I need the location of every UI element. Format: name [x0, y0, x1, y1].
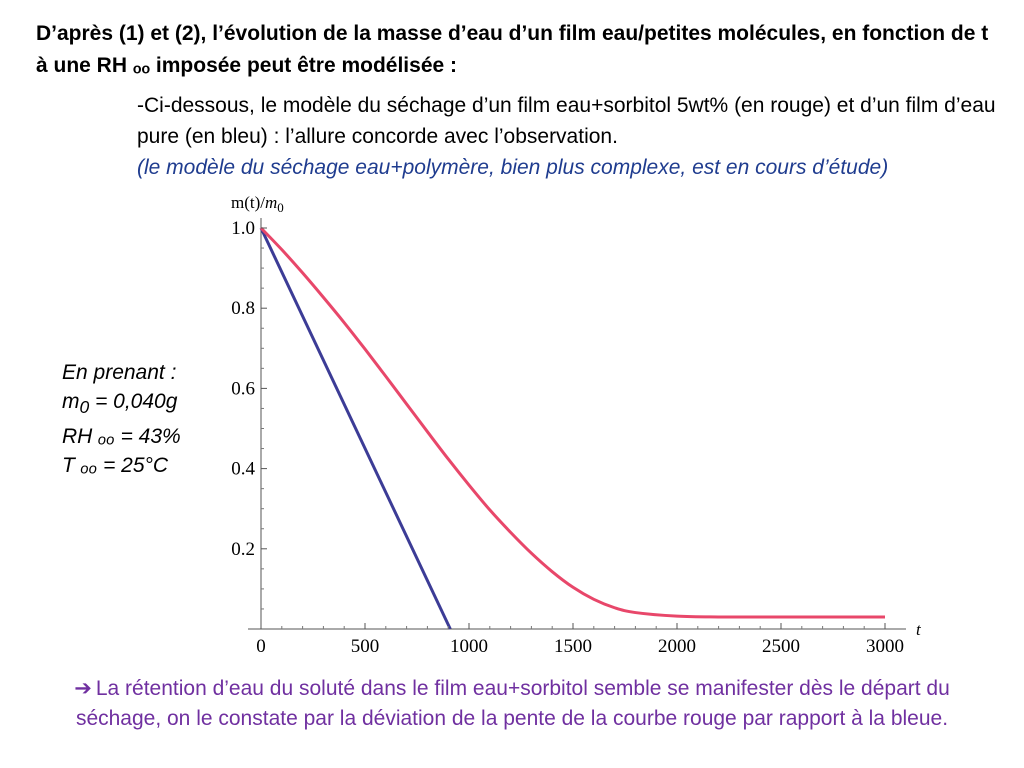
params-heading: En prenant :	[62, 361, 177, 384]
right-arrow-icon: ➔	[74, 677, 92, 700]
y-tick-label: 1.0	[231, 218, 255, 239]
param-t: T ₒₒ = 25°C	[62, 454, 169, 478]
series-line-0	[259, 227, 452, 630]
series-line-1	[259, 226, 885, 619]
param-rh: RH ₒₒ = 43%	[62, 425, 181, 449]
y-tick-label: 0.8	[231, 298, 255, 319]
y-axis-title: m(t)/m0	[231, 193, 284, 215]
x-tick-label: 1500	[554, 636, 592, 657]
param-m0: m0 = 0,040g	[62, 390, 178, 418]
y-tick-label: 0.2	[231, 539, 255, 560]
conclusion-text: ➔ La rétention d’eau du soluté dans le fi…	[40, 674, 984, 734]
chart-ticks: 0 500 1000 1500 2000 2500 3000 0.2 0.4 0.6 0.8 1.0	[231, 218, 904, 657]
x-tick-label: 2000	[658, 636, 696, 657]
intro-line: -Ci-dessous, le modèle du séchage d’un f…	[137, 94, 996, 148]
page-title: D’après (1) et (2), l’évolution de la ma…	[36, 22, 989, 77]
y-tick-label: 0.6	[231, 378, 255, 399]
chart-series	[259, 226, 885, 630]
conclusion-label: La rétention d’eau du soluté dans le fil…	[75, 677, 950, 730]
y-tick-label: 0.4	[231, 459, 255, 480]
x-axis-title: t	[916, 620, 922, 639]
chart-axes	[248, 218, 906, 630]
intro-note: (le modèle du séchage eau+polymère, bien…	[137, 156, 889, 179]
x-tick-label: 3000	[866, 636, 904, 657]
x-tick-label: 500	[351, 636, 380, 657]
parameters-box: En prenant : m0 = 0,040g RH ₒₒ = 43% T ₒ…	[62, 358, 232, 480]
intro-text: -Ci-dessous, le modèle du séchage d’un f…	[137, 90, 1007, 183]
x-tick-label: 1000	[450, 636, 488, 657]
x-tick-label: 2500	[762, 636, 800, 657]
x-tick-label: 0	[256, 636, 266, 657]
